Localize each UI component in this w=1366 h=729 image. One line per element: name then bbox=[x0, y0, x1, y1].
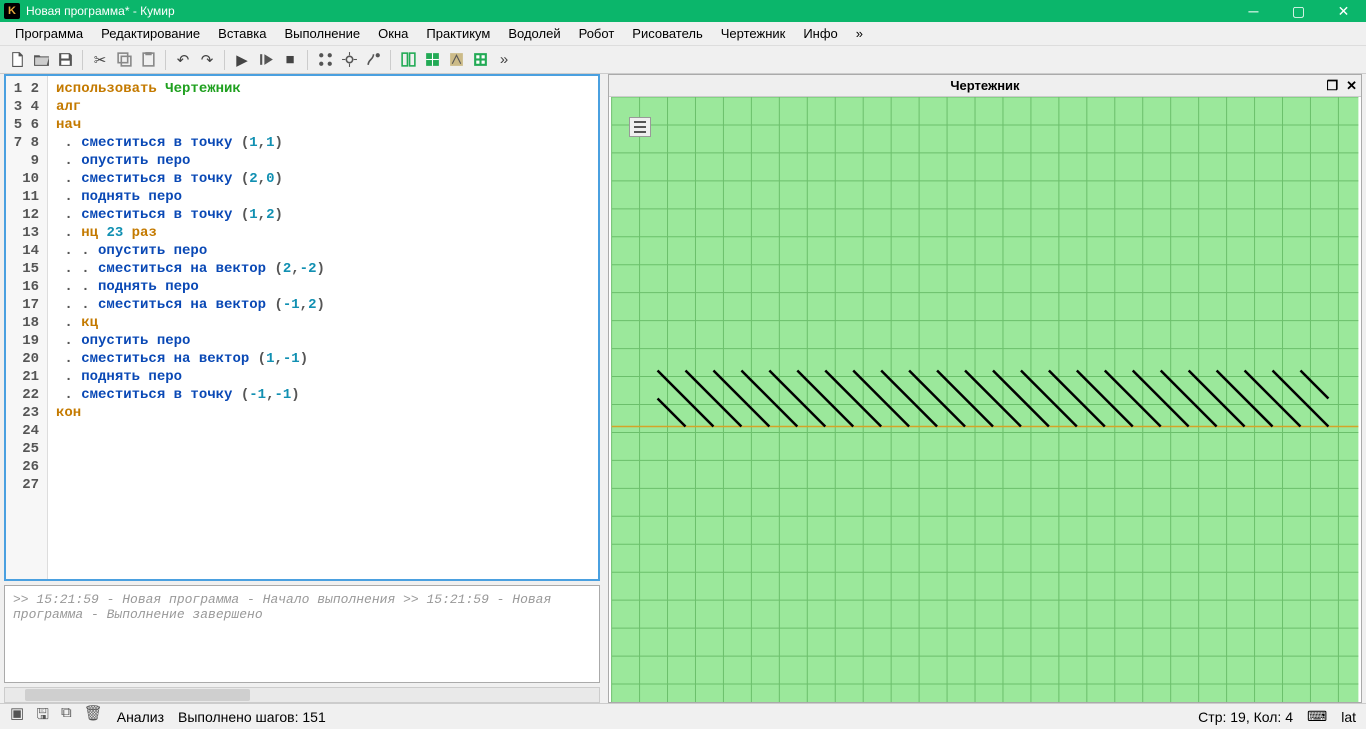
maximize-button[interactable]: ▢ bbox=[1276, 0, 1321, 22]
canvas-menu-icon[interactable] bbox=[629, 117, 651, 137]
horizontal-scrollbar[interactable] bbox=[4, 687, 600, 703]
redo-icon[interactable]: ↷ bbox=[196, 49, 218, 71]
code-content[interactable]: использовать Чертежник алг нач . сместит… bbox=[48, 76, 598, 579]
line-gutter: 1 2 3 4 5 6 7 8 9 10 11 12 13 14 15 16 1… bbox=[6, 76, 48, 579]
window-title: Новая программа* - Кумир bbox=[26, 4, 1231, 18]
menu-item[interactable]: Вставка bbox=[209, 23, 275, 44]
separator bbox=[165, 50, 166, 70]
status-steps: Выполнено шагов: 151 bbox=[178, 709, 326, 725]
stop-icon[interactable]: ■ bbox=[279, 49, 301, 71]
run-icon[interactable]: ▶ bbox=[231, 49, 253, 71]
separator bbox=[390, 50, 391, 70]
output-console[interactable]: >> 15:21:59 - Новая программа - Начало в… bbox=[4, 585, 600, 683]
actor-icon-2[interactable] bbox=[362, 49, 384, 71]
terminal-icon[interactable]: ▣ bbox=[10, 704, 24, 729]
panel-icon-1[interactable] bbox=[397, 49, 419, 71]
menu-item[interactable]: Программа bbox=[6, 23, 92, 44]
open-file-icon[interactable] bbox=[30, 49, 52, 71]
step-icon[interactable] bbox=[255, 49, 277, 71]
status-icons: ▣ 🖫 ⧉ 🗑 bbox=[10, 704, 103, 729]
panel-icon-3[interactable] bbox=[445, 49, 467, 71]
menu-item[interactable]: Водолей bbox=[499, 23, 569, 44]
actor-icon-1[interactable] bbox=[338, 49, 360, 71]
save-status-icon[interactable]: 🖫 bbox=[36, 704, 49, 729]
more-icon[interactable]: » bbox=[493, 49, 515, 71]
window-controls: ─ ▢ ✕ bbox=[1231, 0, 1366, 22]
cut-icon[interactable]: ✂ bbox=[89, 49, 111, 71]
menu-item[interactable]: Практикум bbox=[417, 23, 499, 44]
menu-item[interactable]: Чертежник bbox=[712, 23, 795, 44]
menu-item[interactable]: Робот bbox=[570, 23, 624, 44]
menu-item[interactable]: Редактирование bbox=[92, 23, 209, 44]
toolbar: ✂ ↶ ↷ ▶ ■ » bbox=[0, 46, 1366, 74]
panel-icon-4[interactable] bbox=[469, 49, 491, 71]
scrollbar-thumb[interactable] bbox=[25, 689, 250, 701]
menu-item[interactable]: Окна bbox=[369, 23, 417, 44]
left-column: 1 2 3 4 5 6 7 8 9 10 11 12 13 14 15 16 1… bbox=[4, 74, 600, 703]
separator bbox=[224, 50, 225, 70]
undo-icon[interactable]: ↶ bbox=[172, 49, 194, 71]
app-icon: K bbox=[4, 3, 20, 19]
actors-icon[interactable] bbox=[314, 49, 336, 71]
new-file-icon[interactable] bbox=[6, 49, 28, 71]
panel-icon-2[interactable] bbox=[421, 49, 443, 71]
panel-title: Чертежник bbox=[950, 78, 1019, 93]
titlebar: K Новая программа* - Кумир ─ ▢ ✕ bbox=[0, 0, 1366, 22]
menu-item[interactable]: Инфо bbox=[794, 23, 846, 44]
menu-item[interactable]: » bbox=[847, 23, 872, 44]
drawer-panel: Чертежник ❐ ✕ bbox=[608, 74, 1362, 703]
status-lang: lat bbox=[1341, 709, 1356, 725]
separator bbox=[82, 50, 83, 70]
menubar: ПрограммаРедактированиеВставкаВыполнение… bbox=[0, 22, 1366, 46]
status-analysis: Анализ bbox=[117, 709, 164, 725]
menu-item[interactable]: Рисователь bbox=[623, 23, 711, 44]
copy-status-icon[interactable]: ⧉ bbox=[61, 704, 72, 729]
main-area: 1 2 3 4 5 6 7 8 9 10 11 12 13 14 15 16 1… bbox=[0, 74, 1366, 703]
minimize-button[interactable]: ─ bbox=[1231, 0, 1276, 22]
close-button[interactable]: ✕ bbox=[1321, 0, 1366, 22]
panel-detach-icon[interactable]: ❐ bbox=[1326, 78, 1338, 94]
separator bbox=[307, 50, 308, 70]
statusbar: ▣ 🖫 ⧉ 🗑 Анализ Выполнено шагов: 151 Стр:… bbox=[0, 703, 1366, 729]
drawer-canvas[interactable] bbox=[609, 97, 1361, 702]
save-file-icon[interactable] bbox=[54, 49, 76, 71]
panel-header: Чертежник ❐ ✕ bbox=[609, 75, 1361, 97]
panel-close-icon[interactable]: ✕ bbox=[1346, 78, 1357, 94]
code-editor[interactable]: 1 2 3 4 5 6 7 8 9 10 11 12 13 14 15 16 1… bbox=[4, 74, 600, 581]
menu-item[interactable]: Выполнение bbox=[275, 23, 369, 44]
status-cursor: Стр: 19, Кол: 4 bbox=[1198, 709, 1293, 725]
copy-icon[interactable] bbox=[113, 49, 135, 71]
paste-icon[interactable] bbox=[137, 49, 159, 71]
delete-status-icon[interactable]: 🗑 bbox=[84, 704, 103, 729]
keyboard-icon[interactable]: ⌨ bbox=[1307, 708, 1327, 725]
